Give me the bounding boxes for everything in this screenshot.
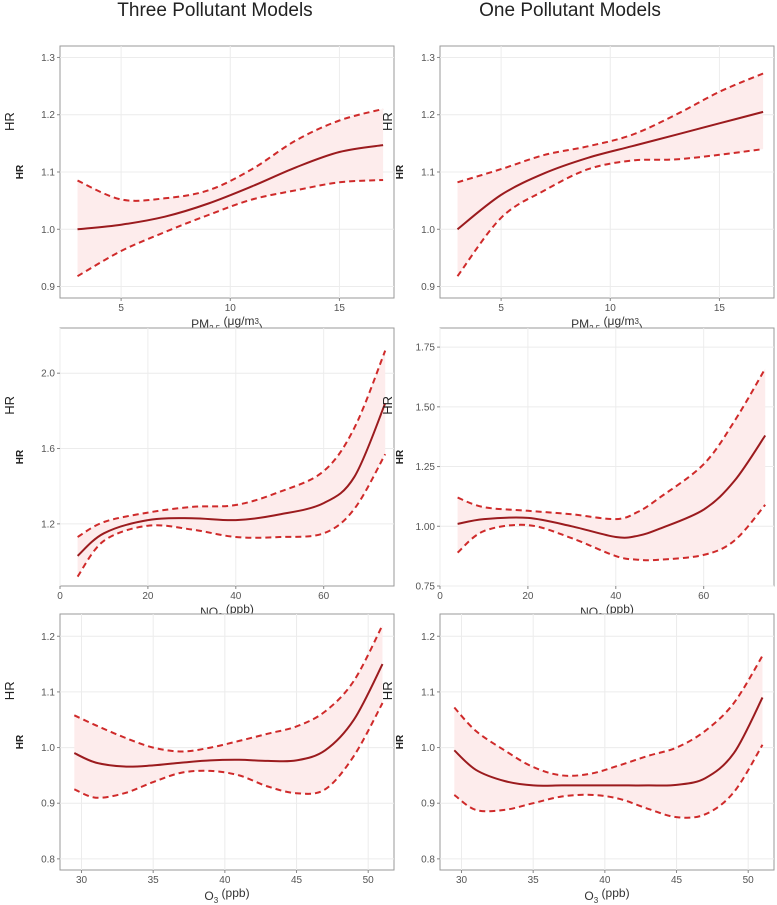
upper-ci-line xyxy=(457,72,764,184)
lower-ci-line xyxy=(456,504,766,562)
y-tick-label: 1.00 xyxy=(416,522,436,533)
x-tick-label: 40 xyxy=(610,591,622,602)
x-tick-label: 5 xyxy=(118,303,124,314)
estimate-line xyxy=(453,697,764,787)
y-tick-label: 1.0 xyxy=(421,225,435,236)
x-tick-label: 45 xyxy=(291,875,303,886)
x-tick-label: 15 xyxy=(334,303,346,314)
y-tick-label: 0.9 xyxy=(421,282,435,293)
y-axis-label: HR xyxy=(395,449,406,464)
lower-ci-line xyxy=(76,179,384,278)
y-tick-label: 0.8 xyxy=(421,854,435,865)
y-tick-label: 1.1 xyxy=(41,687,55,698)
outer-hr-label: HR xyxy=(2,396,17,415)
outer-hr-label: HR xyxy=(2,112,17,131)
x-tick-label: 20 xyxy=(522,591,534,602)
y-axis-label: HR xyxy=(15,164,26,179)
outer-hr-label: HR xyxy=(380,112,395,131)
y-tick-label: 2.0 xyxy=(41,369,55,380)
y-axis-label: HR xyxy=(15,734,26,749)
x-tick-label: 30 xyxy=(76,875,88,886)
outer-hr-label: HR xyxy=(380,396,395,415)
x-tick-label: 40 xyxy=(219,875,231,886)
y-tick-label: 1.2 xyxy=(421,632,435,643)
upper-ci-line xyxy=(73,624,384,753)
x-tick-label: 35 xyxy=(148,875,160,886)
x-tick-label: 15 xyxy=(714,303,726,314)
lower-ci-line xyxy=(73,702,384,799)
plot-frame xyxy=(439,613,775,871)
confidence-band xyxy=(457,73,764,277)
column-title-three-pollutant: Three Pollutant Models xyxy=(117,0,313,21)
y-tick-label: 0.9 xyxy=(421,799,435,810)
estimate-line xyxy=(456,110,764,231)
outer-hr-label: HR xyxy=(380,681,395,700)
y-tick-label: 0.9 xyxy=(41,282,55,293)
x-tick-label: 5 xyxy=(498,303,504,314)
x-axis-label: O3 (ppb) xyxy=(204,886,249,905)
x-tick-label: 60 xyxy=(318,591,330,602)
lower-ci-line xyxy=(453,744,764,819)
lower-ci-line xyxy=(76,453,387,578)
y-tick-label: 1.50 xyxy=(416,402,436,413)
panel-5: 30 35 40 45 50 0.8 0.9 1.0 1.1 1.2 HR HR O3 (ppb) xyxy=(2,613,395,905)
confidence-band xyxy=(454,655,763,818)
outer-hr-label: HR xyxy=(2,681,17,700)
confidence-band xyxy=(77,109,384,277)
x-tick-label: 50 xyxy=(363,875,375,886)
y-tick-label: 1.25 xyxy=(416,462,436,473)
x-tick-label: 50 xyxy=(743,875,755,886)
y-tick-label: 0.75 xyxy=(416,582,436,593)
y-tick-label: 1.3 xyxy=(41,53,55,64)
upper-ci-line xyxy=(457,368,767,521)
estimate-line xyxy=(76,402,387,557)
x-tick-label: 30 xyxy=(456,875,468,886)
y-axis-label: HR xyxy=(395,734,406,749)
y-tick-label: 1.2 xyxy=(41,519,55,530)
y-tick-label: 1.75 xyxy=(416,343,436,354)
confidence-band xyxy=(74,625,383,798)
panel-6: 30 35 40 45 50 0.8 0.9 1.0 1.1 1.2 HR HR O3 (ppb) xyxy=(380,613,775,905)
x-axis-label: O3 (ppb) xyxy=(584,886,629,905)
x-tick-label: 45 xyxy=(671,875,683,886)
column-title-one-pollutant: One Pollutant Models xyxy=(479,0,661,21)
x-tick-label: 35 xyxy=(528,875,540,886)
y-tick-label: 1.0 xyxy=(421,743,435,754)
y-tick-label: 1.2 xyxy=(41,632,55,643)
y-tick-label: 0.8 xyxy=(41,854,55,865)
lower-ci-line xyxy=(456,148,764,277)
x-tick-label: 0 xyxy=(437,591,443,602)
y-tick-label: 1.6 xyxy=(41,444,55,455)
estimate-line xyxy=(457,434,767,539)
x-tick-label: 0 xyxy=(57,591,63,602)
upper-ci-line xyxy=(453,655,764,777)
y-tick-label: 1.2 xyxy=(41,110,55,121)
y-tick-label: 1.1 xyxy=(421,687,435,698)
y-tick-label: 1.2 xyxy=(421,110,435,121)
x-tick-label: 60 xyxy=(698,591,710,602)
y-tick-label: 0.9 xyxy=(41,799,55,810)
y-tick-label: 1.1 xyxy=(41,168,55,179)
confidence-band xyxy=(457,368,766,561)
x-tick-label: 20 xyxy=(142,591,154,602)
y-tick-label: 1.0 xyxy=(41,225,55,236)
estimate-line xyxy=(73,663,384,768)
y-tick-label: 1.0 xyxy=(41,743,55,754)
y-tick-label: 1.3 xyxy=(421,53,435,64)
y-axis-label: HR xyxy=(395,164,406,179)
x-tick-label: 10 xyxy=(605,303,617,314)
y-axis-label: HR xyxy=(15,449,26,464)
estimate-line xyxy=(77,144,384,231)
y-tick-label: 1.1 xyxy=(421,168,435,179)
upper-ci-line xyxy=(77,350,387,538)
x-tick-label: 10 xyxy=(225,303,237,314)
x-tick-label: 40 xyxy=(230,591,242,602)
x-tick-label: 40 xyxy=(599,875,611,886)
upper-ci-line xyxy=(77,108,384,202)
